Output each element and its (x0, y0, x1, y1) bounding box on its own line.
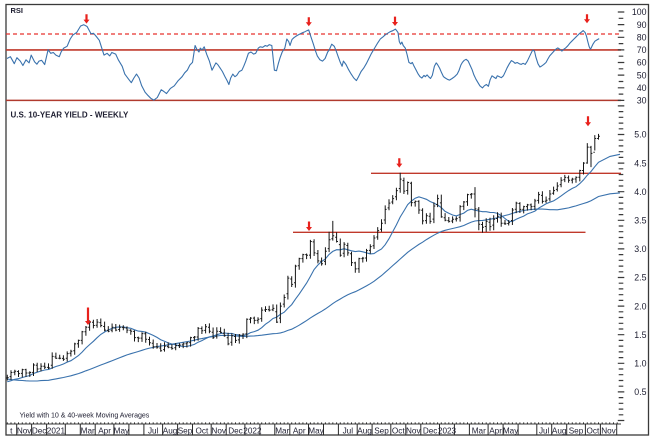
svg-text:5.0: 5.0 (634, 130, 646, 140)
svg-text:4.0: 4.0 (634, 187, 646, 197)
svg-text:Apr: Apr (293, 427, 306, 436)
svg-text:1.5: 1.5 (634, 330, 646, 340)
svg-text:Jul: Jul (343, 427, 354, 436)
svg-text:Mar: Mar (275, 427, 289, 436)
svg-text:Nov: Nov (211, 427, 226, 436)
svg-text:1.0: 1.0 (634, 359, 646, 369)
svg-text:2.0: 2.0 (634, 301, 646, 311)
svg-text:Nov: Nov (601, 427, 616, 436)
svg-text:May: May (308, 427, 324, 436)
svg-text:Apr: Apr (489, 427, 502, 436)
svg-text:Aug: Aug (357, 427, 372, 436)
svg-text:40: 40 (637, 83, 647, 93)
svg-text:U.S. 10-YEAR YIELD - WEEKLY: U.S. 10-YEAR YIELD - WEEKLY (11, 111, 129, 120)
svg-text:Oct: Oct (392, 427, 405, 436)
svg-text:Nov: Nov (406, 427, 421, 436)
svg-text:Yield with 10 & 40-week Moving: Yield with 10 & 40-week Moving Averages (20, 412, 150, 420)
svg-text:3.0: 3.0 (634, 244, 646, 254)
svg-text:2021: 2021 (47, 427, 66, 436)
svg-text:Dec: Dec (423, 427, 438, 436)
svg-text:90: 90 (637, 20, 647, 30)
svg-text:80: 80 (637, 33, 647, 43)
svg-text:Jul: Jul (539, 427, 550, 436)
svg-text:Dec: Dec (228, 427, 243, 436)
svg-text:Dec: Dec (32, 427, 47, 436)
svg-text:100: 100 (632, 7, 647, 17)
svg-text:May: May (503, 427, 519, 436)
svg-text:0.5: 0.5 (634, 387, 646, 397)
svg-text:Mar: Mar (81, 427, 95, 436)
svg-text:2.5: 2.5 (634, 273, 646, 283)
svg-text:2022: 2022 (243, 427, 262, 436)
svg-text:70: 70 (637, 45, 647, 55)
svg-text:4.5: 4.5 (634, 158, 646, 168)
svg-text:Jul: Jul (148, 427, 159, 436)
svg-text:May: May (114, 427, 130, 436)
svg-text:3.5: 3.5 (634, 216, 646, 226)
svg-text:2023: 2023 (438, 427, 457, 436)
svg-text:Mar: Mar (472, 427, 486, 436)
svg-text:Aug: Aug (163, 427, 178, 436)
svg-text:Sep: Sep (569, 427, 584, 436)
svg-text:RSI: RSI (11, 6, 24, 15)
svg-text:Sep: Sep (178, 427, 193, 436)
svg-text:60: 60 (637, 58, 647, 68)
svg-text:Oct: Oct (587, 427, 600, 436)
svg-text:t: t (10, 427, 13, 436)
svg-text:Apr: Apr (98, 427, 111, 436)
svg-text:50: 50 (637, 70, 647, 80)
svg-text:Oct: Oct (196, 427, 209, 436)
svg-text:Aug: Aug (552, 427, 567, 436)
svg-text:30: 30 (637, 96, 647, 106)
svg-text:Sep: Sep (374, 427, 389, 436)
svg-text:Nov: Nov (17, 427, 32, 436)
